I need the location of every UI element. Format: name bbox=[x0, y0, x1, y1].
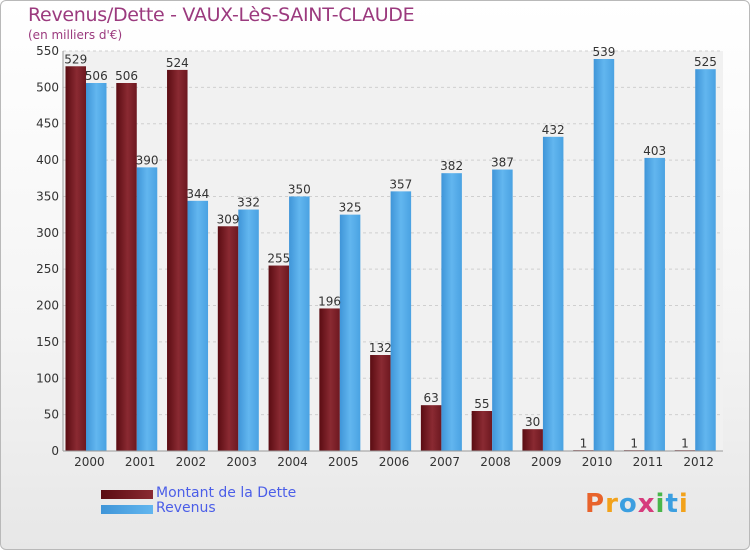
data-label-dette: 1 bbox=[630, 436, 638, 450]
bar-revenus-2001 bbox=[136, 167, 158, 451]
y-tick-label: 300 bbox=[36, 226, 59, 240]
data-label-dette: 524 bbox=[166, 56, 189, 70]
bar-dette-2002 bbox=[167, 69, 188, 451]
bar-dette-2007 bbox=[420, 405, 442, 451]
legend-item-revenus: Revenus bbox=[101, 500, 361, 517]
x-tick-label: 2008 bbox=[480, 455, 511, 469]
x-tick-label: 2009 bbox=[531, 455, 562, 469]
bar-revenus-2009 bbox=[542, 136, 564, 451]
logo-letter: r bbox=[605, 489, 619, 519]
logo-letter: o bbox=[618, 489, 638, 519]
data-label-dette: 132 bbox=[369, 341, 392, 355]
legend-item-dette: Montant de la Dette bbox=[101, 485, 361, 502]
x-tick-label: 2001 bbox=[125, 455, 156, 469]
data-label-revenus: 432 bbox=[542, 123, 565, 137]
data-label-dette: 255 bbox=[267, 252, 290, 266]
bar-dette-2000 bbox=[65, 66, 86, 451]
x-tick-label: 2010 bbox=[582, 455, 613, 469]
data-label-dette: 63 bbox=[423, 391, 438, 405]
y-tick-label: 250 bbox=[36, 262, 59, 276]
data-label-revenus: 539 bbox=[592, 45, 615, 59]
bar-dette-2004 bbox=[268, 265, 290, 451]
bar-revenus-2002 bbox=[187, 200, 209, 451]
data-label-revenus: 357 bbox=[389, 177, 412, 191]
legend-swatch-revenus bbox=[101, 505, 153, 514]
data-label-dette: 1 bbox=[681, 436, 689, 450]
data-label-dette: 196 bbox=[318, 294, 341, 308]
legend-swatch-dette bbox=[101, 490, 153, 499]
x-tick-label: 2000 bbox=[74, 455, 105, 469]
x-tick-label: 2012 bbox=[683, 455, 714, 469]
x-tick-label: 2005 bbox=[328, 455, 359, 469]
y-tick-label: 550 bbox=[36, 44, 59, 58]
bar-revenus-2007 bbox=[441, 173, 462, 451]
data-label-dette: 55 bbox=[474, 397, 489, 411]
bar-revenus-2005 bbox=[339, 214, 361, 451]
data-label-revenus: 382 bbox=[440, 159, 463, 173]
legend-label-dette: Montant de la Dette bbox=[156, 485, 297, 501]
data-label-revenus: 344 bbox=[186, 187, 209, 201]
bar-revenus-2012 bbox=[695, 69, 716, 451]
y-tick-label: 200 bbox=[36, 299, 59, 313]
bar-dette-2003 bbox=[217, 226, 239, 451]
y-tick-label: 100 bbox=[36, 371, 59, 385]
y-tick-label: 450 bbox=[36, 117, 59, 131]
chart-title: Revenus/Dette - VAUX-LèS-SAINT-CLAUDE bbox=[28, 4, 415, 26]
x-tick-label: 2011 bbox=[633, 455, 664, 469]
data-label-revenus: 506 bbox=[85, 69, 108, 83]
x-tick-label: 2002 bbox=[176, 455, 207, 469]
y-tick-label: 50 bbox=[44, 408, 59, 422]
bar-revenus-2003 bbox=[238, 209, 259, 451]
logo-letter: x bbox=[637, 489, 656, 519]
bar-revenus-2008 bbox=[492, 169, 513, 451]
data-label-dette: 30 bbox=[525, 415, 540, 429]
logo-letter: i bbox=[678, 489, 689, 519]
logo-letter: t bbox=[665, 489, 679, 519]
bar-dette-2006 bbox=[370, 355, 391, 451]
bar-revenus-2011 bbox=[644, 157, 665, 451]
logo-letter: i bbox=[655, 489, 666, 519]
bar-revenus-2006 bbox=[390, 191, 412, 451]
bar-revenus-2000 bbox=[86, 83, 107, 451]
data-label-dette: 309 bbox=[217, 212, 240, 226]
proxiti-logo: Proxiti bbox=[585, 489, 689, 519]
data-label-revenus: 350 bbox=[288, 182, 311, 196]
data-label-revenus: 387 bbox=[491, 156, 514, 170]
chart-subtitle: (en milliers d'€) bbox=[28, 28, 123, 42]
y-tick-label: 500 bbox=[36, 80, 59, 94]
bar-revenus-2004 bbox=[289, 196, 310, 451]
data-label-revenus: 525 bbox=[694, 55, 717, 69]
data-label-dette: 529 bbox=[64, 52, 87, 66]
legend-label-revenus: Revenus bbox=[156, 500, 216, 516]
bar-dette-2005 bbox=[319, 308, 340, 451]
logo-letter: P bbox=[585, 489, 606, 519]
data-label-revenus: 325 bbox=[339, 201, 362, 215]
data-label-revenus: 332 bbox=[237, 196, 260, 210]
data-label-dette: 1 bbox=[580, 436, 588, 450]
bar-revenus-2010 bbox=[593, 59, 615, 451]
y-tick-label: 400 bbox=[36, 153, 59, 167]
x-tick-label: 2006 bbox=[379, 455, 410, 469]
bar-dette-2001 bbox=[116, 83, 137, 451]
y-tick-label: 150 bbox=[36, 335, 59, 349]
data-label-revenus: 390 bbox=[136, 153, 159, 167]
bar-dette-2008 bbox=[471, 411, 493, 451]
x-tick-label: 2004 bbox=[277, 455, 308, 469]
bar-dette-2009 bbox=[522, 429, 543, 451]
data-label-revenus: 403 bbox=[643, 144, 666, 158]
x-tick-label: 2003 bbox=[226, 455, 257, 469]
data-label-dette: 506 bbox=[115, 69, 138, 83]
y-tick-label: 350 bbox=[36, 189, 59, 203]
y-tick-label: 0 bbox=[51, 444, 59, 458]
legend: Montant de la Dette Revenus bbox=[101, 485, 361, 517]
x-tick-label: 2007 bbox=[429, 455, 460, 469]
